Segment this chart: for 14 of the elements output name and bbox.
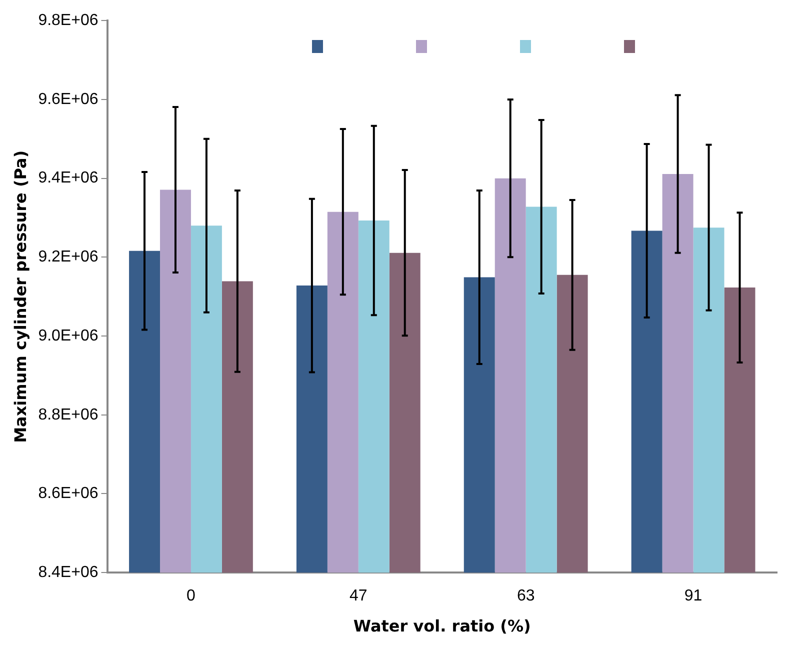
y-tick-label: 9.8E+06	[38, 12, 98, 30]
y-tick-label: 9.4E+06	[38, 170, 98, 187]
y-tick-label: 9.0E+06	[38, 327, 98, 344]
y-tick-label: 9.2E+06	[38, 248, 98, 266]
x-tick-label: 47	[350, 588, 368, 605]
x-axis-title: Water vol. ratio (%)	[353, 616, 531, 636]
y-axis-title: Maximum cylinder pressure (Pa)	[10, 150, 30, 443]
y-tick-label: 8.6E+06	[38, 485, 98, 502]
y-tick-label: 9.6E+06	[38, 90, 98, 108]
x-tick-label: 63	[516, 588, 535, 605]
x-tick-label: 91	[684, 588, 702, 605]
x-tick-label: 0	[186, 588, 196, 605]
y-tick-label: 8.4E+06	[38, 564, 98, 582]
y-tick-label: 8.8E+06	[38, 406, 98, 424]
